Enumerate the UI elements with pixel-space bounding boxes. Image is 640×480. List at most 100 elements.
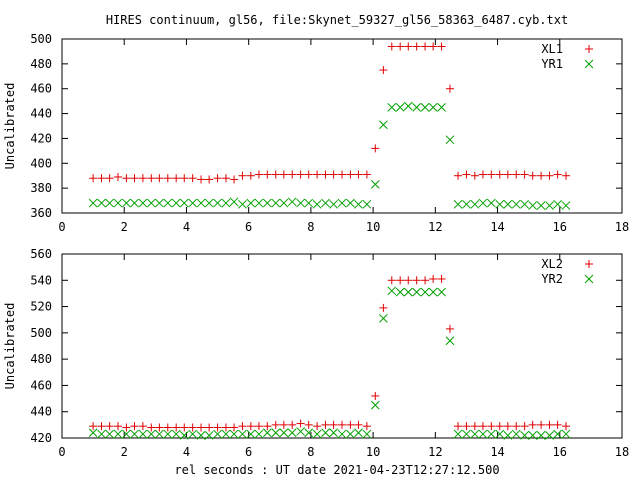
data-point-YR1-17 (229, 197, 239, 207)
legend-marker-XL2 (585, 260, 593, 268)
data-point-YR2-50 (503, 431, 513, 440)
data-point-XL2-44 (454, 422, 463, 431)
data-point-XL1-54 (537, 171, 546, 180)
legend-marker-YR2 (584, 274, 594, 284)
data-point-YR1-2-d2 (105, 198, 114, 208)
data-point-YR2-22 (271, 428, 281, 438)
x-tick-label: 4 (183, 220, 190, 234)
x-tick-label: 2 (121, 445, 128, 459)
data-point-YR2-19 (246, 429, 256, 439)
data-point-YR2-26-d2 (304, 428, 314, 438)
data-point-YR2-30 (337, 429, 347, 439)
data-point-YR1-57 (561, 201, 571, 210)
data-point-YR2-41 (428, 287, 438, 297)
y-tick-label: 440 (30, 107, 52, 121)
data-point-YR1-12-d2 (188, 198, 198, 208)
data-point-YR2-10-d2 (171, 429, 181, 439)
legend-label-YR1: YR1 (541, 57, 563, 71)
data-point-XL2-55 (545, 420, 554, 429)
x-tick-label: 2 (121, 220, 128, 234)
data-point-XL2-50 (503, 422, 512, 431)
data-point-XL1-4 (122, 174, 131, 183)
data-point-XL2-54 (537, 420, 546, 429)
data-point-YR2-17 (229, 429, 239, 439)
data-point-XL2-37 (396, 276, 405, 285)
data-point-YR1-43-d2 (445, 135, 455, 145)
data-point-YR1-4 (122, 198, 131, 208)
data-point-YR1-9 (163, 198, 173, 208)
data-point-XL2-29 (329, 420, 338, 429)
x-tick-label: 8 (307, 445, 314, 459)
legend-marker-YR2-d2 (584, 274, 594, 284)
data-point-XL1-37 (396, 42, 405, 51)
data-point-XL2-26 (304, 420, 313, 429)
data-point-XL1-44 (454, 171, 463, 180)
data-point-XL1-35 (379, 66, 388, 75)
data-point-YR1-52 (520, 199, 529, 209)
y-axis-label: Uncalibrated (3, 303, 17, 390)
data-point-XL2-47 (478, 422, 487, 431)
data-point-YR2-40-d2 (420, 287, 430, 297)
data-point-YR2-51-d2 (511, 429, 521, 439)
data-point-YR1-40 (420, 103, 430, 112)
data-point-YR1-0-d2 (88, 198, 98, 208)
data-point-XL2-46 (470, 422, 479, 431)
data-point-YR1-0 (88, 198, 98, 208)
data-point-XL2-5 (130, 422, 139, 431)
x-tick-label: 6 (245, 445, 252, 459)
data-point-YR1-20 (254, 198, 264, 208)
data-point-YR2-16-d2 (221, 429, 231, 439)
data-point-YR1-18-d2 (238, 199, 247, 209)
data-point-YR1-1-d2 (97, 198, 106, 208)
data-point-YR2-45 (462, 429, 471, 439)
data-point-XL2-42 (437, 274, 446, 283)
data-point-YR2-43-d2 (445, 336, 455, 346)
data-point-YR2-13 (196, 431, 206, 440)
data-point-YR1-5 (130, 198, 139, 208)
data-point-YR1-44 (453, 199, 463, 209)
data-point-YR1-30-d2 (337, 198, 347, 208)
data-point-YR1-10 (171, 198, 181, 208)
data-point-XL2-14 (205, 423, 214, 432)
data-point-YR2-53 (528, 431, 538, 440)
data-point-YR2-48 (486, 429, 496, 439)
data-point-YR1-24 (287, 197, 297, 207)
data-point-YR1-57-d2 (561, 201, 571, 210)
data-point-XL1-36 (387, 42, 396, 51)
data-point-XL2-3 (114, 422, 122, 431)
series-XL1 (89, 42, 570, 184)
data-point-YR1-35-d2 (379, 120, 388, 130)
data-point-XL2-7 (147, 423, 156, 432)
data-point-YR1-51-d2 (511, 199, 521, 209)
data-point-YR2-5-d2 (130, 429, 139, 439)
data-point-XL1-57 (562, 171, 570, 180)
data-point-YR1-32 (354, 199, 363, 209)
data-point-YR1-4-d2 (122, 198, 131, 208)
data-point-XL1-21 (263, 170, 272, 179)
data-point-XL2-9 (163, 423, 172, 432)
data-point-YR2-12 (188, 429, 198, 439)
data-point-YR1-16-d2 (221, 198, 231, 208)
data-point-XL1-20 (254, 170, 263, 179)
data-point-YR1-53 (528, 201, 538, 210)
y-tick-label: 480 (30, 352, 52, 366)
data-point-YR2-16 (221, 429, 231, 439)
data-point-YR1-38 (403, 101, 413, 111)
data-point-YR1-7 (146, 198, 156, 208)
data-point-XL2-17 (230, 423, 239, 432)
data-point-XL2-49 (495, 422, 504, 431)
data-point-YR1-22 (271, 198, 281, 208)
data-point-YR2-9 (163, 429, 173, 439)
data-point-YR1-26-d2 (304, 198, 314, 208)
data-point-XL1-5 (130, 174, 139, 183)
data-point-YR1-8-d2 (155, 198, 164, 208)
data-point-YR2-1-d2 (97, 429, 106, 439)
data-point-XL2-16 (221, 423, 230, 432)
data-point-XL2-15 (213, 423, 222, 432)
data-point-YR1-28-d2 (321, 198, 330, 208)
data-point-XL1-0 (89, 174, 98, 183)
data-point-YR2-4 (122, 429, 131, 439)
data-point-YR1-26 (304, 198, 314, 208)
data-point-YR2-57 (561, 429, 571, 439)
y-tick-label: 380 (30, 181, 52, 195)
